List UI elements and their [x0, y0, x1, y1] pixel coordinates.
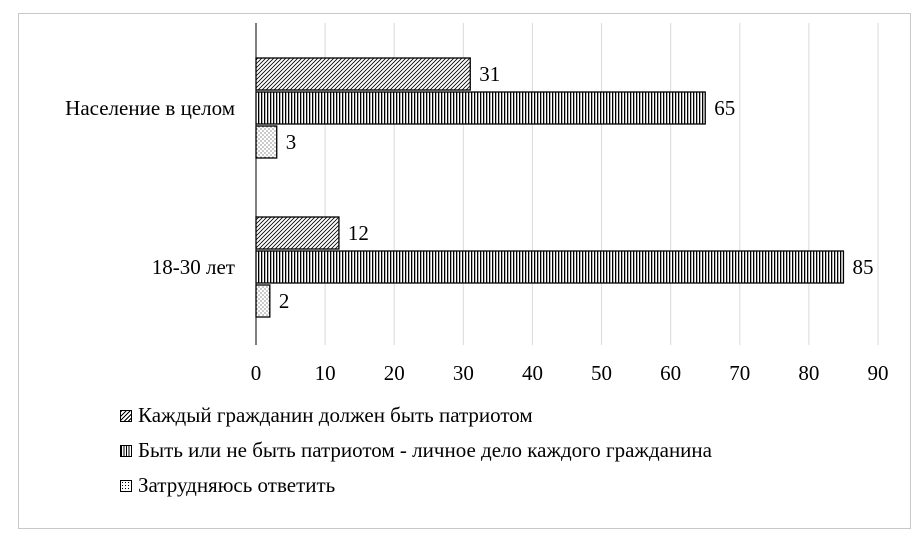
data-label: 12: [348, 221, 369, 245]
bar: [255, 57, 471, 91]
bar: [255, 250, 845, 284]
legend-item: Затрудняюсь ответить: [120, 468, 712, 503]
legend-swatch-vertical: [120, 444, 132, 457]
legend-label: Затрудняюсь ответить: [138, 473, 336, 497]
legend-label: Каждый гражданин должен быть патриотом: [138, 403, 533, 427]
chart-legend: Каждый гражданин должен быть патриотом Б…: [120, 398, 712, 503]
x-tick-label: 50: [591, 361, 612, 385]
x-tick-label: 30: [453, 361, 474, 385]
data-label: 65: [714, 96, 735, 120]
category-label: Население в целом: [65, 96, 235, 120]
x-tick-label: 10: [315, 361, 336, 385]
legend-swatch-dotted: [120, 479, 132, 492]
data-label: 3: [286, 130, 297, 154]
x-tick-label: 40: [522, 361, 543, 385]
bar-chart: 0 10 20 30 40 50 60 70 80 90 Население в целом 31 65…: [65, 23, 889, 385]
x-tick-label: 20: [384, 361, 405, 385]
data-label: 85: [852, 255, 873, 279]
category-label: 18-30 лет: [152, 255, 235, 279]
x-tick-label: 60: [660, 361, 681, 385]
bar: [255, 216, 340, 250]
x-tick-label: 90: [868, 361, 889, 385]
legend-label: Быть или не быть патриотом - личное дело…: [138, 438, 712, 462]
bar: [255, 125, 278, 159]
legend-item: Быть или не быть патриотом - личное дело…: [120, 433, 712, 468]
data-label: 2: [279, 289, 290, 313]
bar: [255, 91, 706, 125]
x-tick-label: 80: [798, 361, 819, 385]
x-tick-label: 70: [729, 361, 750, 385]
x-tick-label: 0: [251, 361, 262, 385]
legend-swatch-diagonal: [120, 409, 132, 422]
data-label: 31: [479, 62, 500, 86]
legend-item: Каждый гражданин должен быть патриотом: [120, 398, 712, 433]
bar: [255, 284, 271, 318]
